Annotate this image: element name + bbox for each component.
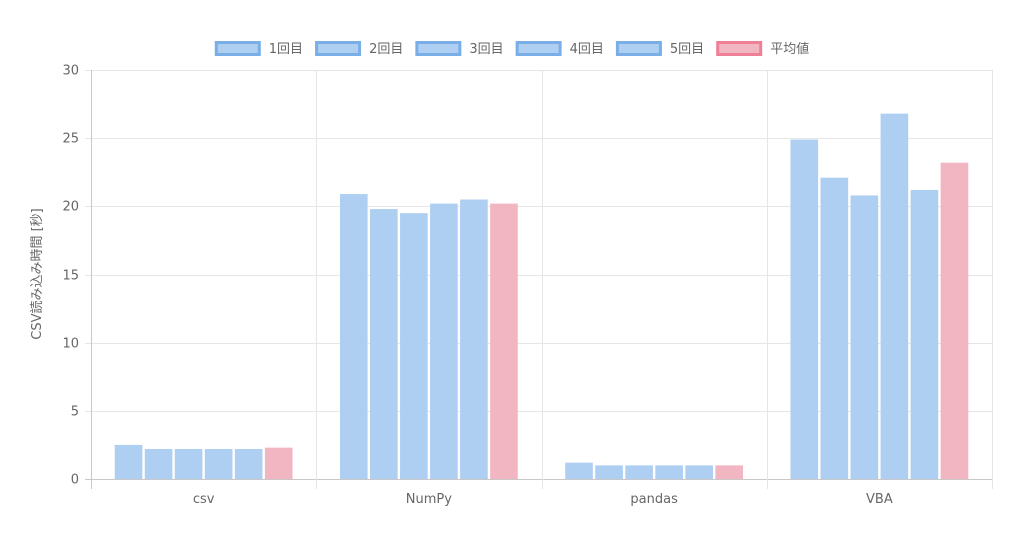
bars [114,113,969,480]
bar [174,449,203,479]
legend-label: 平均値 [770,41,809,57]
bar [144,449,173,479]
legend-item[interactable]: 5回目 [615,41,704,57]
bar [460,199,488,479]
x-tick-label: csv [193,492,215,507]
legend-item[interactable]: 2回目 [315,41,404,57]
bar [715,465,744,479]
bar [264,447,293,479]
axes: 0 5 10 15 20 25 30 csv NumPy pandas VBA [62,64,892,508]
y-tick-label: 25 [62,132,79,147]
y-axis-title: CSV読み込み時間 [秒] [29,208,45,340]
bar [114,444,143,479]
legend-swatch [415,41,462,56]
legend-label: 1回目 [269,42,303,57]
bar [370,209,398,479]
legend-swatch [315,41,362,56]
legend-item[interactable]: 3回目 [415,41,504,57]
bar [339,194,368,479]
bar [565,462,593,479]
bar [790,139,819,479]
y-tick-label: 10 [62,337,79,352]
bar [204,449,233,479]
bar [400,213,428,479]
legend-item[interactable]: 1回目 [214,41,303,57]
bar [685,465,713,479]
bar [595,465,623,479]
bar [940,162,969,479]
x-tick-label: VBA [866,492,893,507]
bar [850,195,879,479]
bar [880,113,909,480]
legend-swatch [615,41,662,56]
bar [625,465,653,479]
grid [85,70,993,489]
legend-swatch [515,41,562,56]
bar [430,203,458,479]
y-tick-label: 5 [71,405,79,420]
legend-label: 2回目 [369,42,403,57]
legend: 1回目 2回目 3回目 4回目 5回目 平均値 [214,41,810,57]
y-tick-label: 15 [62,269,79,284]
bar [655,465,683,479]
y-tick-label: 0 [71,473,79,488]
x-tick-label: NumPy [406,492,452,507]
y-tick-label: 20 [62,200,79,215]
bar [234,449,263,479]
bar [910,189,939,479]
legend-swatch [716,41,763,56]
legend-label: 4回目 [570,42,604,57]
x-tick-label: pandas [630,492,678,507]
y-tick-label: 30 [62,64,79,79]
legend-label: 3回目 [469,42,503,57]
legend-label: 5回目 [670,42,704,57]
legend-item[interactable]: 平均値 [716,41,810,57]
legend-item[interactable]: 4回目 [515,41,604,57]
legend-swatch [214,41,261,56]
bar [820,177,849,479]
bar [490,203,518,479]
